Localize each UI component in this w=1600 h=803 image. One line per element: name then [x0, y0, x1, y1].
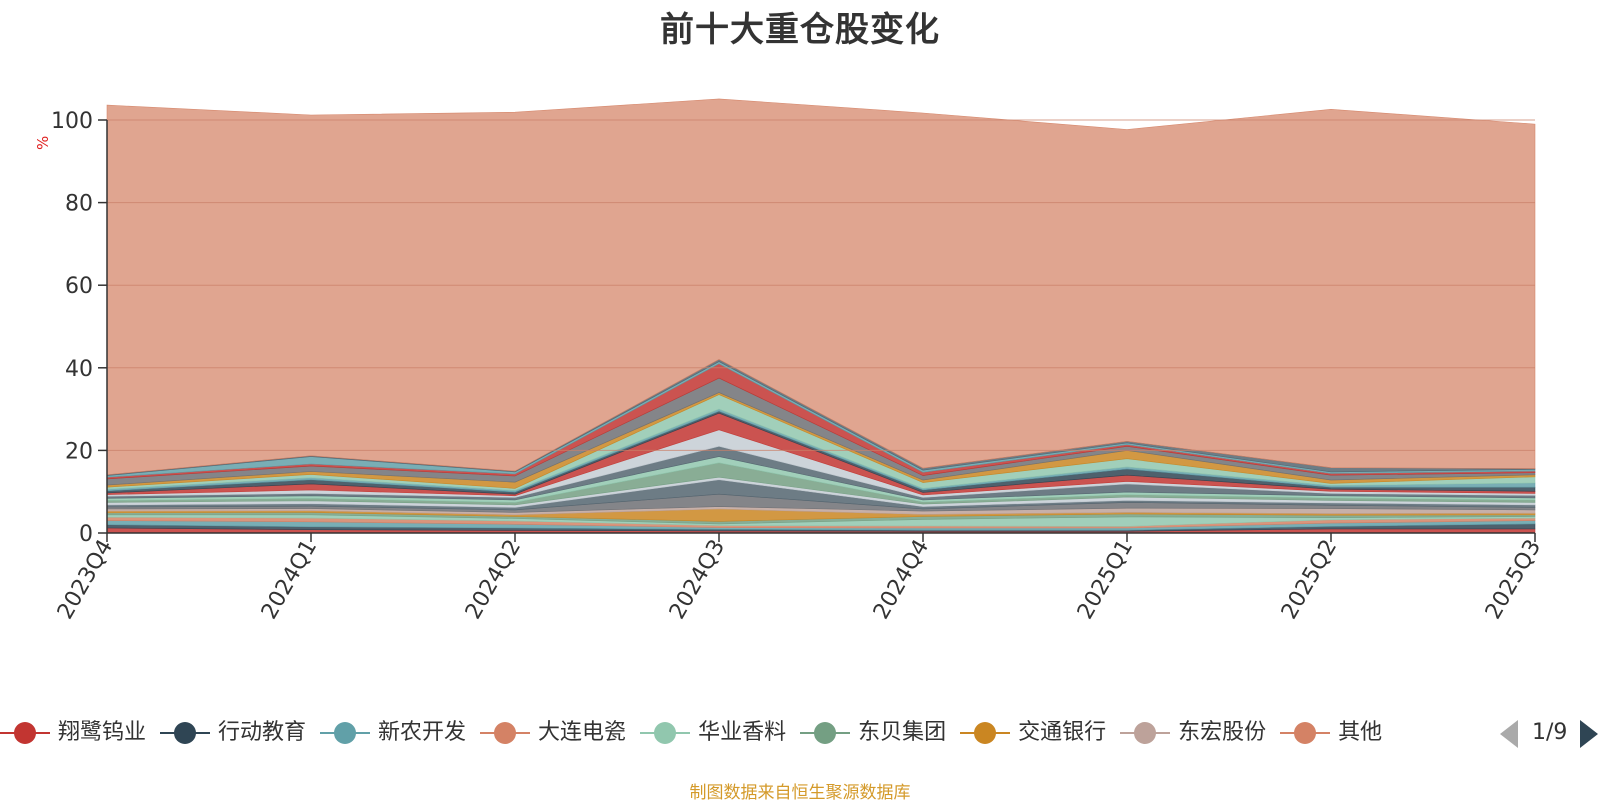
x-tick-label: 2024Q1 — [257, 536, 322, 624]
legend-item[interactable]: 翔鹭钨业 — [0, 716, 146, 750]
legend-page-indicator: 1/9 — [1532, 720, 1568, 745]
legend-label: 行动教育 — [218, 720, 307, 745]
legend-label: 华业香料 — [698, 720, 787, 745]
legend-prev-page-icon[interactable] — [1500, 720, 1518, 748]
stacked-areas — [106, 98, 1536, 534]
legend-marker-icon — [1280, 718, 1331, 748]
legend-next-page-icon[interactable] — [1580, 720, 1598, 748]
legend-item[interactable]: 大连电瓷 — [480, 716, 626, 750]
x-tick-label: 2023Q4 — [53, 536, 118, 624]
x-tick-label: 2024Q4 — [869, 536, 934, 624]
y-tick-label: 60 — [65, 274, 93, 299]
legend-marker-icon — [1120, 718, 1171, 748]
legend-marker-icon — [960, 718, 1011, 748]
legend-item[interactable]: 东贝集团 — [800, 716, 946, 750]
legend-item[interactable]: 东宏股份 — [1120, 716, 1266, 750]
x-tick-label: 2024Q2 — [461, 536, 526, 624]
y-tick-label: 40 — [65, 357, 93, 382]
legend-marker-icon — [160, 718, 211, 748]
x-tick-label: 2024Q3 — [665, 536, 730, 624]
legend-pager: 1/9 — [1500, 716, 1600, 752]
legend-item[interactable]: 新农开发 — [320, 716, 466, 750]
legend-item[interactable]: 其他 — [1280, 716, 1382, 750]
y-tick-label: 80 — [65, 192, 93, 217]
data-source-note: 制图数据来自恒生聚源数据库 — [689, 783, 911, 803]
y-tick-label: 20 — [65, 439, 93, 464]
legend-label: 新农开发 — [378, 720, 467, 745]
legend-marker-icon — [0, 718, 50, 748]
legend-marker-icon — [320, 718, 371, 748]
legend-label: 东宏股份 — [1178, 720, 1267, 745]
x-tick-label: 2025Q1 — [1073, 536, 1138, 624]
x-tick-label: 2025Q3 — [1481, 536, 1546, 624]
legend: 翔鹭钨业 行动教育 新农开发 大连电瓷 华业香料 东贝集团 交通银行 东宏股份 其他 — [0, 716, 1490, 752]
y-tick-label: 100 — [51, 109, 93, 134]
legend-label: 东贝集团 — [858, 720, 947, 745]
legend-item[interactable]: 行动教育 — [160, 716, 306, 750]
x-tick-label: 2025Q2 — [1277, 536, 1342, 624]
legend-item[interactable]: 交通银行 — [960, 716, 1106, 750]
y-tick-label: 0 — [79, 522, 93, 547]
legend-marker-icon — [640, 718, 691, 748]
legend-label: 大连电瓷 — [538, 720, 627, 745]
legend-marker-icon — [480, 718, 531, 748]
legend-label: 交通银行 — [1018, 720, 1107, 745]
legend-label: 翔鹭钨业 — [58, 720, 147, 745]
legend-item[interactable]: 华业香料 — [640, 716, 786, 750]
legend-label: 其他 — [1338, 720, 1383, 745]
chart-plot: 0 20 40 60 80 100 2023Q4 2024Q1 2024Q2 2024Q3 2024… — [51, 98, 1546, 624]
legend-marker-icon — [800, 718, 851, 748]
grid-lines — [107, 119, 1535, 451]
chart-title: 前十大重仓股变化 — [660, 10, 940, 50]
area-series-25 — [106, 98, 1536, 476]
